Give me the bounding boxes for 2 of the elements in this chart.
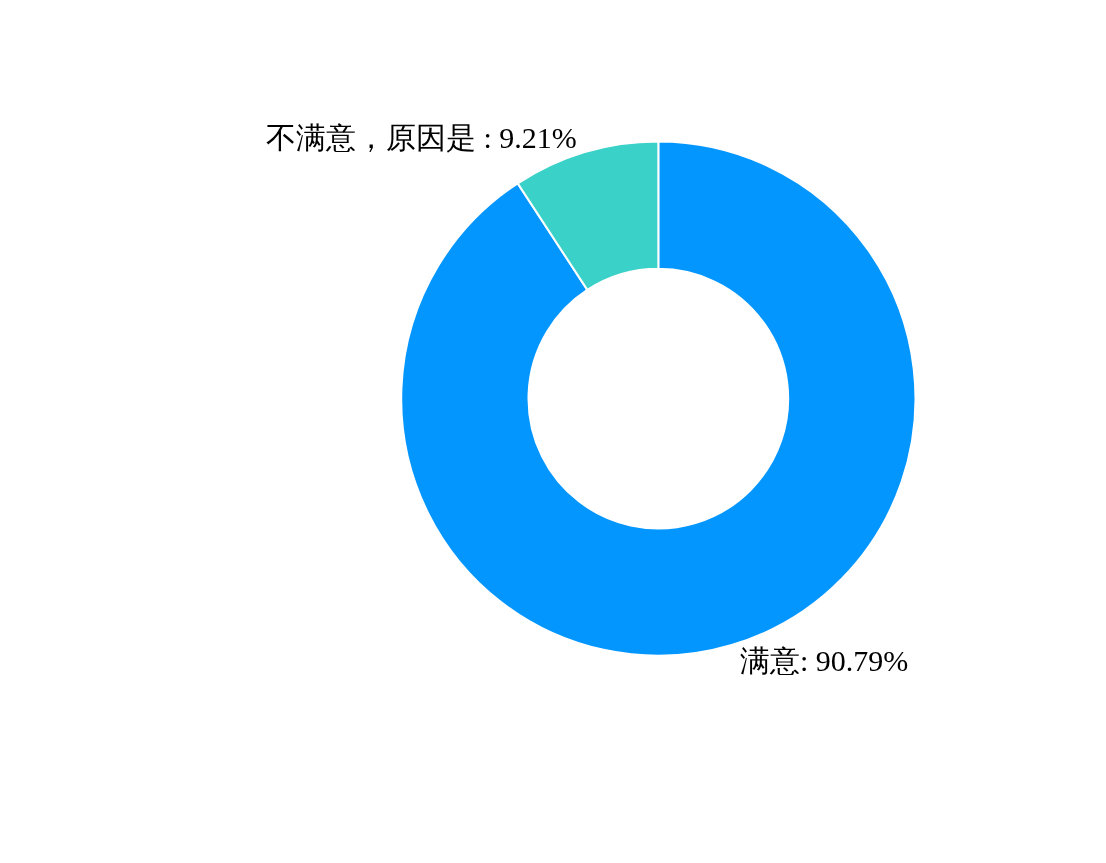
slice-label: 满意: 90.79% — [739, 643, 909, 677]
slice-label: 不满意，原因是 : 9.21% — [265, 120, 577, 154]
